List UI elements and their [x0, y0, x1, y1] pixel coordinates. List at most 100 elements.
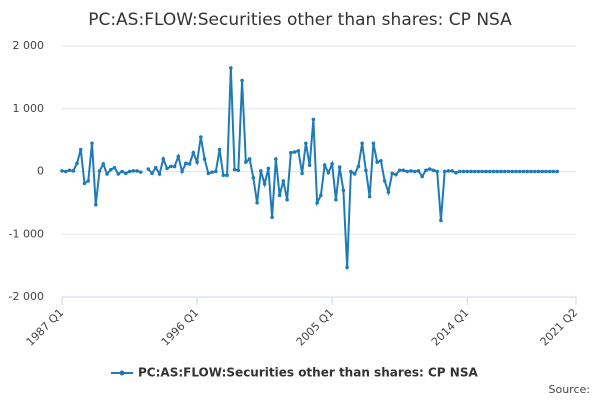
point	[465, 169, 469, 174]
point	[82, 181, 87, 186]
point	[202, 157, 207, 161]
point	[138, 170, 143, 174]
y-tick-label: -1 000	[9, 227, 44, 240]
point	[337, 165, 342, 169]
point	[521, 169, 526, 174]
point	[364, 168, 368, 173]
point	[461, 169, 466, 174]
point	[157, 172, 162, 176]
point	[454, 170, 458, 175]
point	[551, 169, 556, 174]
x-tick-label: 1987 Q1	[24, 306, 67, 349]
point	[187, 162, 192, 166]
point	[247, 157, 252, 161]
point	[135, 169, 139, 173]
point	[229, 66, 233, 70]
point	[480, 169, 485, 174]
point	[431, 168, 436, 173]
point	[214, 169, 218, 174]
point	[131, 169, 136, 173]
point	[484, 169, 488, 174]
point	[304, 141, 308, 146]
point	[472, 169, 477, 174]
point	[502, 169, 507, 174]
point	[439, 218, 443, 223]
point	[199, 135, 203, 139]
point	[386, 190, 391, 195]
point	[517, 169, 522, 174]
point	[244, 160, 248, 164]
point	[116, 172, 121, 176]
y-tick-label: 2 000	[13, 39, 45, 52]
point	[255, 201, 259, 205]
point	[277, 193, 282, 198]
point	[424, 168, 428, 173]
point	[495, 169, 500, 174]
point	[75, 161, 79, 166]
point	[420, 174, 424, 179]
point	[435, 169, 439, 174]
point	[236, 168, 241, 173]
point	[544, 169, 548, 174]
point	[450, 169, 454, 173]
y-tick-label: 0	[37, 165, 44, 178]
point	[412, 169, 417, 174]
point	[457, 169, 462, 174]
point	[315, 201, 319, 205]
point	[427, 167, 432, 171]
point	[409, 169, 413, 173]
point	[330, 162, 334, 166]
legend-text: PC:AS:FLOW:Securities other than shares:…	[138, 366, 478, 380]
point	[397, 168, 402, 173]
point	[259, 169, 263, 173]
x-tick-label: 2021 Q2	[538, 306, 581, 349]
point	[270, 215, 274, 220]
point	[319, 193, 323, 198]
point	[341, 188, 346, 193]
series-line	[61, 67, 558, 268]
point	[379, 159, 383, 163]
point	[371, 141, 376, 146]
legend-marker	[119, 370, 125, 376]
point	[536, 169, 541, 174]
point	[97, 169, 102, 173]
point	[281, 179, 286, 183]
point	[127, 169, 132, 174]
point	[274, 157, 278, 161]
point	[165, 166, 169, 171]
point	[225, 173, 229, 178]
point	[210, 170, 214, 174]
point	[382, 179, 387, 183]
point	[191, 150, 196, 155]
point	[345, 265, 349, 270]
point	[555, 169, 560, 174]
point	[375, 160, 379, 164]
point	[176, 154, 181, 159]
point	[60, 169, 64, 173]
point	[352, 172, 357, 176]
point	[499, 169, 503, 174]
point	[476, 169, 481, 174]
point	[334, 197, 338, 202]
point	[525, 169, 530, 174]
point	[540, 169, 545, 174]
source: Source:	[549, 383, 591, 396]
point	[63, 169, 68, 174]
point	[123, 171, 128, 176]
point	[367, 194, 372, 199]
point	[487, 169, 492, 174]
point	[184, 161, 188, 166]
x-tick-label: 2014 Q1	[429, 306, 472, 349]
point	[90, 141, 94, 146]
point	[300, 171, 304, 176]
point	[469, 169, 473, 174]
point	[146, 167, 151, 171]
x-tick-label: 1996 Q1	[159, 306, 202, 349]
point	[349, 169, 353, 174]
point	[78, 147, 83, 152]
point	[514, 169, 518, 174]
point	[217, 147, 222, 152]
point	[112, 165, 117, 170]
point	[510, 169, 515, 174]
